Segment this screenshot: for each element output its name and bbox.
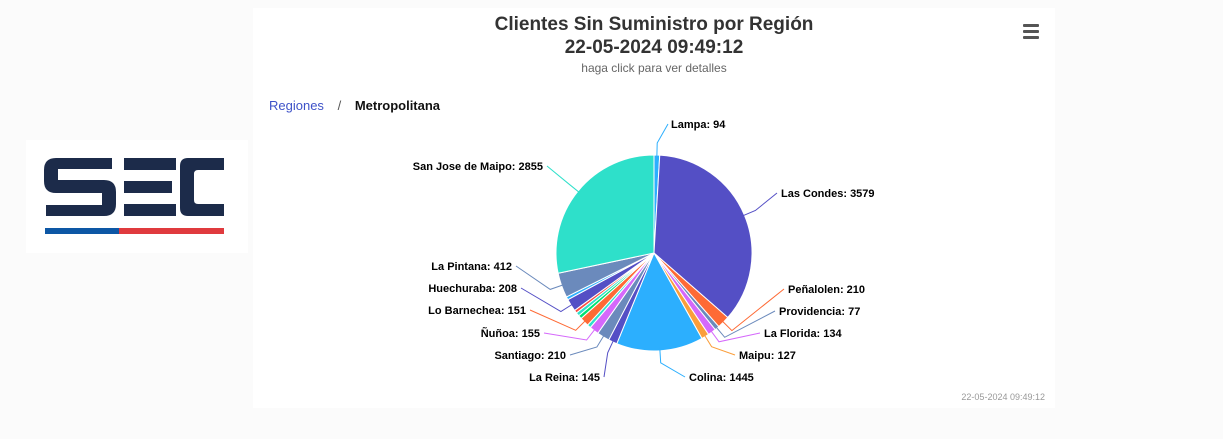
data-label: Lampa: 94 (671, 119, 726, 131)
data-label: Ñuñoa: 155 (481, 327, 540, 340)
connector-line (529, 309, 588, 331)
hamburger-menu-icon[interactable] (1018, 20, 1044, 42)
data-label: Peñalolen: 210 (788, 284, 865, 296)
connector-line (659, 346, 686, 378)
menu-line (1023, 23, 1039, 27)
data-label: Huechuraba: 208 (428, 283, 517, 295)
connector-line (515, 265, 566, 290)
sec-logo (26, 140, 248, 253)
data-label: Santiago: 210 (494, 350, 566, 362)
pie-slice-san-jose-de-maipo[interactable] (555, 154, 655, 274)
data-label: Colina: 1445 (689, 372, 754, 384)
data-label: Lo Barnechea: 151 (428, 305, 526, 317)
connector-line (603, 338, 615, 378)
connector-line (740, 192, 778, 218)
pie-labels: Lampa: 94 Las Condes: 3579 Peñalolen: 210 P… (413, 119, 875, 384)
connector-line (714, 310, 776, 338)
connector-line (702, 332, 736, 356)
breadcrumb-separator: / (337, 98, 342, 113)
connector-line (520, 287, 575, 313)
data-label: San Jose de Maipo: 2855 (413, 161, 543, 173)
connector-line (720, 288, 785, 332)
chart-credits: 22-05-2024 09:49:12 (961, 392, 1045, 402)
menu-line (1023, 35, 1039, 39)
pie-slices (555, 154, 753, 352)
breadcrumb-current: Metropolitana (354, 98, 441, 113)
connector-line (656, 123, 669, 160)
breadcrumb-regiones-link[interactable]: Regiones (269, 98, 324, 113)
data-label: La Florida: 134 (764, 328, 843, 340)
data-label: Providencia: 77 (779, 306, 860, 318)
connector-line (569, 333, 606, 356)
data-label: Las Condes: 3579 (781, 188, 875, 200)
data-label: La Reina: 145 (529, 372, 600, 384)
data-label: Maipu: 127 (739, 350, 796, 362)
breadcrumb: Regiones / Metropolitana (269, 98, 440, 113)
chart-timestamp: 22-05-2024 09:49:12 (564, 37, 744, 58)
chart-subtitle: haga click para ver detalles (581, 61, 727, 75)
connector-line (546, 165, 582, 195)
chart-title: Clientes Sin Suministro por Región (494, 14, 814, 35)
connector-line (543, 326, 597, 341)
connector-line (709, 328, 761, 343)
data-label: La Pintana: 412 (431, 261, 512, 273)
menu-line (1023, 29, 1039, 33)
